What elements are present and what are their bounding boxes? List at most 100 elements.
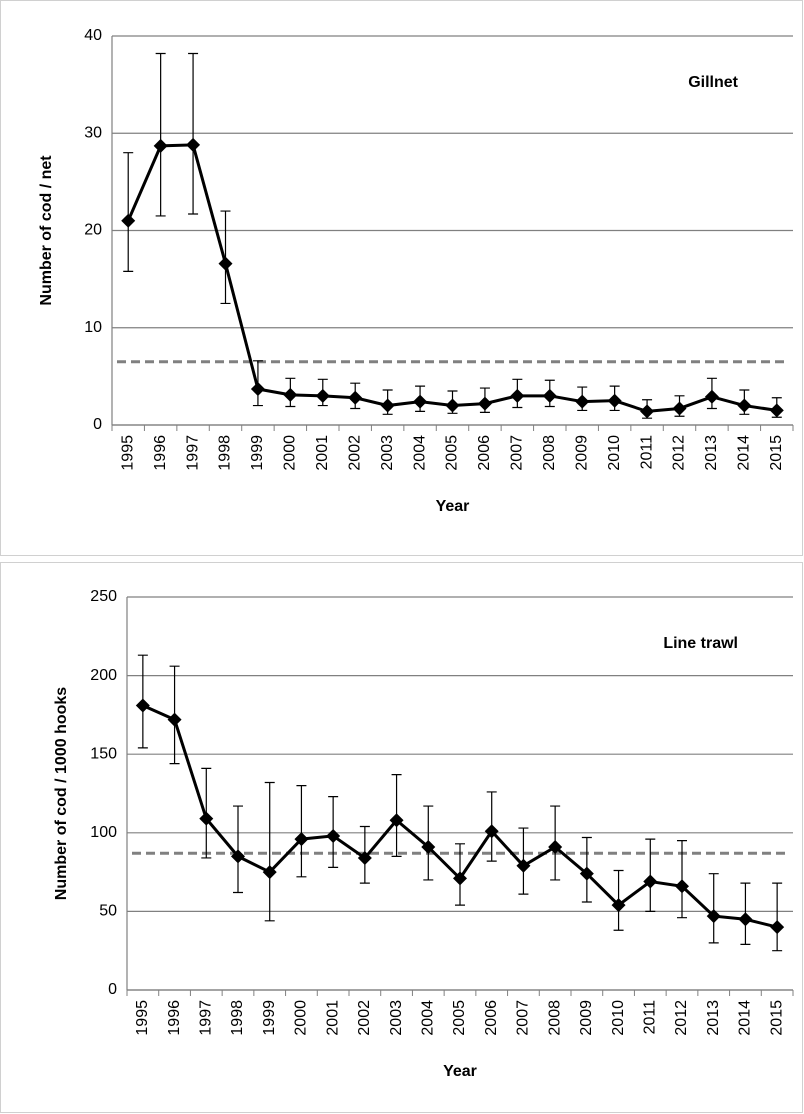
marker	[348, 390, 363, 405]
x-tick-label: 1996	[152, 435, 169, 471]
marker	[542, 388, 557, 403]
y-tick-label: 20	[84, 222, 102, 239]
marker	[380, 398, 395, 413]
marker	[672, 401, 687, 416]
marker	[640, 404, 655, 419]
error-bar	[677, 840, 687, 919]
marker	[326, 828, 341, 843]
marker	[218, 256, 233, 271]
marker	[250, 382, 265, 397]
y-axis-title: Number of cod / 1000 hooks	[53, 687, 70, 900]
x-tick-label: 1998	[229, 1000, 246, 1036]
x-tick-label: 2005	[444, 435, 461, 471]
x-tick-label: 2014	[736, 435, 753, 471]
y-tick-label: 30	[84, 124, 102, 141]
marker	[357, 850, 372, 865]
marker	[294, 832, 309, 847]
x-tick-label: 2015	[768, 435, 785, 471]
x-tick-label: 2010	[606, 435, 623, 471]
marker	[389, 813, 404, 828]
error-bar	[708, 873, 719, 944]
error-bar	[772, 882, 783, 952]
y-tick-label: 100	[90, 824, 117, 841]
marker	[484, 824, 499, 839]
x-tick-label: 2007	[515, 1000, 532, 1036]
x-tick-label: 2012	[673, 1000, 690, 1036]
x-tick-label: 2001	[314, 435, 331, 471]
x-tick-label: 2015	[768, 1000, 785, 1036]
y-tick-label: 250	[90, 588, 117, 605]
x-tick-label: 2010	[610, 1000, 627, 1036]
panel-frame	[0, 562, 803, 1113]
marker	[167, 712, 182, 727]
x-tick-label: 1995	[119, 435, 136, 471]
x-tick-label: 2007	[509, 435, 526, 471]
marker	[445, 398, 460, 413]
error-bar	[188, 52, 199, 215]
x-tick-label: 1999	[249, 435, 266, 471]
y-tick-label: 0	[108, 981, 117, 998]
x-tick-label: 2013	[705, 1000, 722, 1036]
x-tick-label: 1997	[184, 435, 201, 471]
error-bar	[155, 52, 166, 217]
x-tick-label: 2008	[541, 435, 558, 471]
x-tick-label: 2011	[642, 1000, 659, 1035]
x-axis-title: Year	[443, 1063, 477, 1080]
x-tick-label: 2001	[324, 1000, 341, 1036]
y-tick-label: 200	[90, 667, 117, 684]
marker	[575, 394, 590, 409]
x-tick-label: 2006	[483, 1000, 500, 1036]
marker	[153, 138, 168, 153]
x-tick-label: 2003	[379, 435, 396, 471]
error-bar	[233, 805, 243, 894]
marker	[607, 393, 622, 408]
marker	[643, 874, 658, 889]
x-tick-label: 1997	[198, 1000, 215, 1036]
error-bar	[123, 152, 134, 272]
x-tick-label: 2004	[420, 1000, 437, 1036]
marker	[675, 879, 689, 894]
panel-frame	[0, 0, 803, 556]
marker	[704, 389, 719, 404]
y-tick-label: 40	[84, 27, 102, 44]
marker	[121, 213, 136, 228]
marker	[231, 849, 245, 864]
marker	[516, 858, 531, 873]
x-tick-label: 1995	[134, 1000, 151, 1036]
x-tick-label: 2005	[451, 1000, 468, 1036]
marker	[548, 839, 563, 854]
y-tick-label: 50	[99, 903, 117, 920]
marker	[135, 698, 150, 713]
marker	[737, 398, 752, 413]
x-tick-label: 2008	[546, 1000, 563, 1036]
marker	[315, 388, 330, 403]
x-tick-label: 2002	[356, 1000, 373, 1036]
marker	[283, 387, 298, 402]
y-tick-label: 150	[90, 745, 117, 762]
marker	[510, 388, 525, 403]
x-tick-label: 1996	[166, 1000, 183, 1036]
marker	[706, 909, 721, 924]
x-tick-label: 2003	[388, 1000, 405, 1036]
marker	[770, 920, 785, 935]
marker	[769, 403, 784, 418]
marker	[186, 137, 201, 152]
marker	[421, 839, 436, 854]
x-tick-label: 2009	[578, 1000, 595, 1036]
x-tick-label: 2000	[282, 435, 299, 471]
x-tick-label: 2006	[476, 435, 493, 471]
x-tick-label: 2004	[411, 435, 428, 471]
x-axis-title: Year	[436, 498, 470, 515]
x-tick-label: 1999	[261, 1000, 278, 1036]
x-tick-label: 2009	[573, 435, 590, 471]
y-tick-label: 0	[93, 416, 102, 433]
x-tick-label: 1998	[217, 435, 234, 471]
x-tick-label: 2000	[293, 1000, 310, 1036]
marker	[199, 811, 214, 826]
chart-title: Line trawl	[663, 635, 738, 652]
marker	[579, 866, 594, 881]
y-tick-label: 10	[84, 319, 102, 336]
marker	[611, 898, 626, 913]
marker	[262, 865, 277, 880]
error-bar	[296, 785, 307, 878]
